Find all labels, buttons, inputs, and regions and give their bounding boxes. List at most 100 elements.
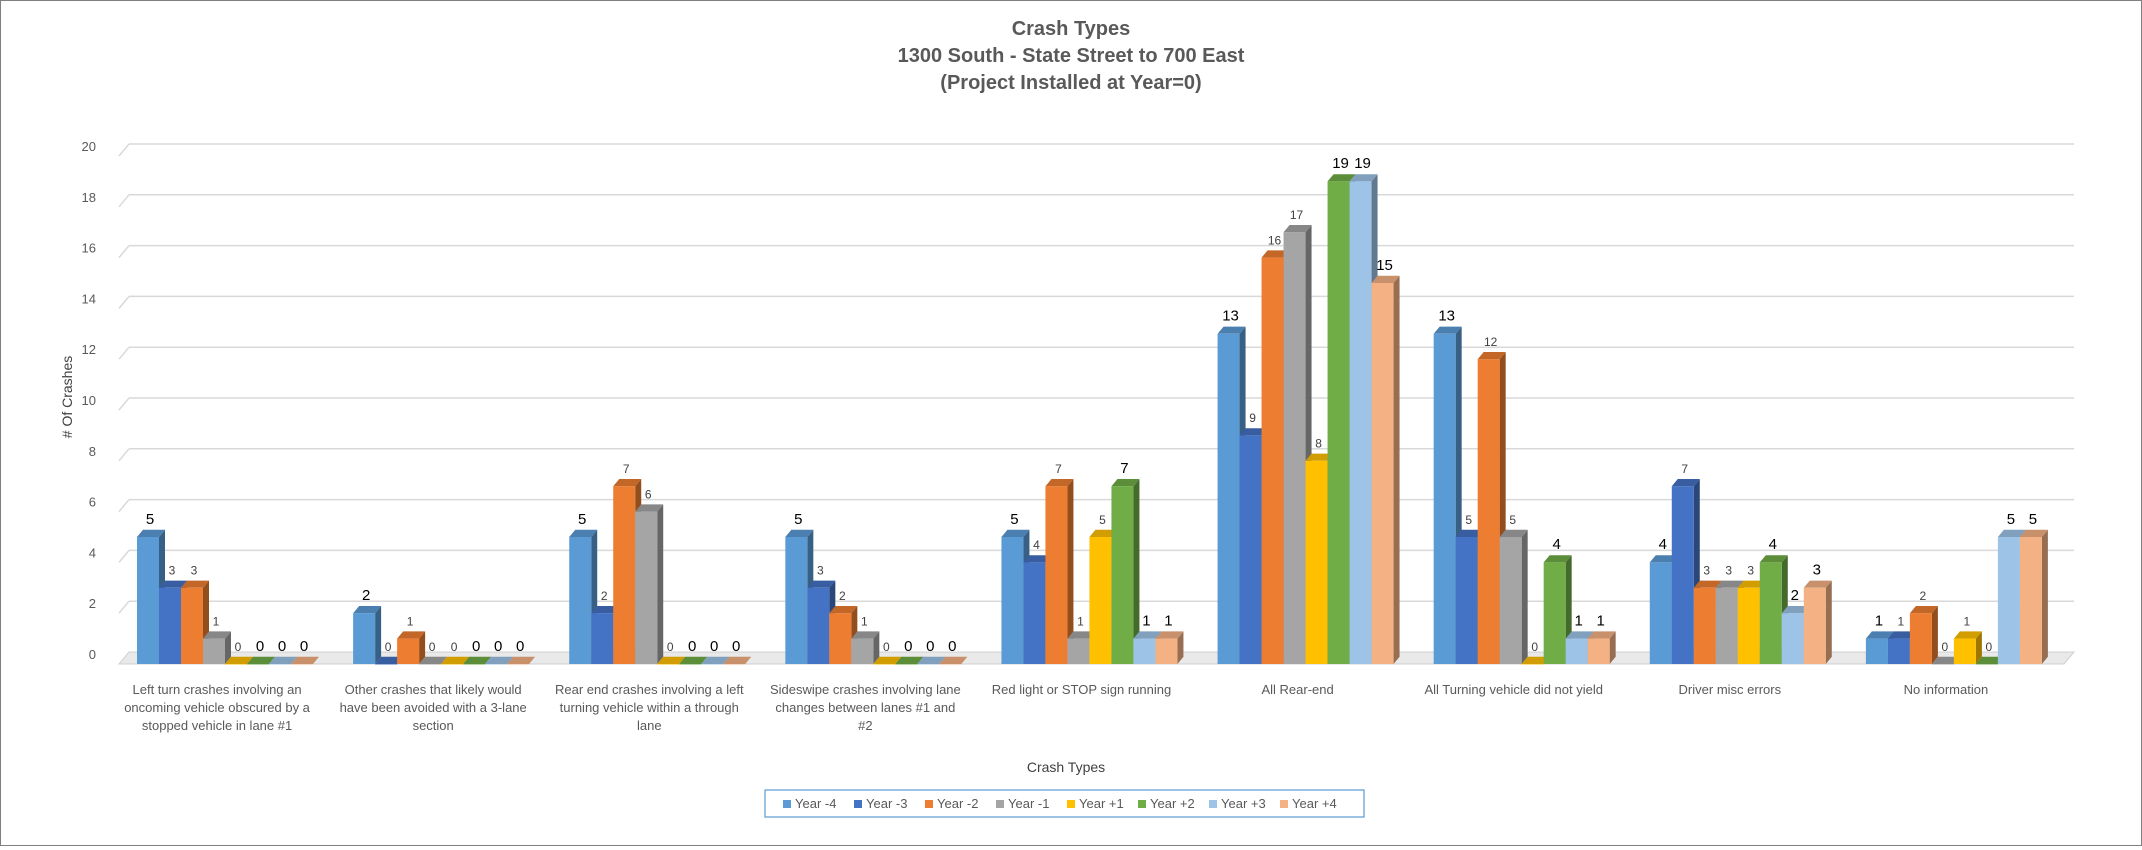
bar-front xyxy=(851,638,874,664)
data-label: 0 xyxy=(710,638,718,655)
data-label: 0 xyxy=(429,640,436,654)
bar-front xyxy=(1693,587,1716,664)
bar-front xyxy=(375,664,398,665)
bar-front xyxy=(1565,638,1588,664)
gridline-side xyxy=(118,397,130,411)
legend-label: Year +3 xyxy=(1221,796,1266,811)
data-label: 4 xyxy=(1033,538,1040,552)
bar xyxy=(225,656,253,665)
bar-top xyxy=(1649,555,1678,563)
bar xyxy=(635,504,664,664)
bar-top xyxy=(2019,529,2048,537)
bar-top xyxy=(1803,580,1832,588)
bar-front xyxy=(679,664,702,665)
bar-top xyxy=(375,656,404,664)
bar xyxy=(1587,631,1616,664)
bar-top xyxy=(1217,326,1246,334)
bar-front xyxy=(1261,257,1284,664)
bar xyxy=(375,656,404,665)
bar-side xyxy=(1393,275,1400,664)
bar-front xyxy=(873,664,896,665)
data-label: 19 xyxy=(1354,155,1371,172)
bar-side xyxy=(2041,529,2048,664)
bar-top xyxy=(807,580,836,588)
category-labels: Left turn crashes involving an oncoming v… xyxy=(124,682,1988,733)
data-label: 5 xyxy=(578,511,586,528)
bar-top xyxy=(1909,606,1938,614)
bar xyxy=(1931,656,1960,665)
legend-item: Year +4 xyxy=(1280,796,1337,811)
data-label: 2 xyxy=(362,587,370,604)
data-label: 0 xyxy=(948,638,956,655)
legend: Year -4 Year -3 Year -2 Year -1 Year +1 Year … xyxy=(764,789,1365,818)
data-label: 0 xyxy=(300,638,308,655)
bar-top xyxy=(1931,656,1960,664)
legend-swatch xyxy=(996,800,1004,808)
gridline-side xyxy=(118,499,130,513)
bar-top xyxy=(247,656,275,664)
bar-top xyxy=(1521,656,1550,664)
bar-front xyxy=(203,638,225,664)
bar-front xyxy=(635,511,658,664)
bar xyxy=(1953,631,1982,664)
bar-side xyxy=(1931,606,1938,664)
bar-top xyxy=(635,504,664,512)
bar-front xyxy=(1023,562,1046,664)
y-tick-label: 2 xyxy=(89,596,96,611)
bar-front xyxy=(1001,537,1024,664)
bar-front xyxy=(939,664,962,665)
legend-label: Year +4 xyxy=(1292,796,1337,811)
legend-label: Year -1 xyxy=(1008,796,1049,811)
data-label: 0 xyxy=(451,640,458,654)
legend-swatch xyxy=(1067,800,1075,808)
data-label: 0 xyxy=(1531,640,1538,654)
data-label: 0 xyxy=(235,640,242,654)
bar-front xyxy=(1671,486,1694,664)
category-label: Other crashes that likely would have been… xyxy=(340,682,527,733)
legend-swatch xyxy=(1280,800,1288,808)
bar-front xyxy=(291,664,313,665)
bar-front xyxy=(1909,613,1932,664)
bar-top xyxy=(1045,479,1074,487)
chart-title: Crash Types 1300 South - State Street to… xyxy=(898,18,1245,94)
bar-front xyxy=(723,664,746,665)
bar-top xyxy=(269,656,297,664)
data-label: 0 xyxy=(278,638,286,655)
chart-title-line-1: Crash Types xyxy=(1012,18,1131,40)
bar-top xyxy=(895,656,924,664)
bar-top xyxy=(785,529,814,537)
category-label: Sideswipe crashes involving lane changes … xyxy=(770,682,961,733)
bar xyxy=(397,631,426,664)
bar xyxy=(203,631,231,664)
bar-front xyxy=(181,587,203,664)
bar-side xyxy=(1067,479,1074,664)
bar-top xyxy=(1759,555,1788,563)
data-label: 4 xyxy=(1659,536,1667,553)
bar-front xyxy=(1133,638,1156,664)
bar-front xyxy=(137,537,159,664)
bar-top xyxy=(463,656,492,664)
data-label: 2 xyxy=(839,589,846,603)
bar xyxy=(1499,529,1528,664)
bar-top xyxy=(181,580,209,588)
bar-front xyxy=(1155,638,1178,664)
data-label: 0 xyxy=(732,638,740,655)
category-label-line: Rear end crashes involving a left xyxy=(555,682,744,697)
bar-top xyxy=(1023,555,1052,563)
bar-front xyxy=(225,664,247,665)
legend-label: Year +1 xyxy=(1079,796,1124,811)
legend-item: Year -4 xyxy=(783,796,836,811)
bar-front xyxy=(657,664,680,665)
bar-top xyxy=(1089,529,1118,537)
data-label: 2 xyxy=(1920,589,1927,603)
bar-top xyxy=(1477,352,1506,360)
bar-front xyxy=(1715,587,1738,664)
bar-front xyxy=(1781,613,1804,664)
bar-front xyxy=(1217,333,1240,664)
bar-front xyxy=(159,587,181,664)
data-label: 1 xyxy=(407,614,414,628)
bar-front xyxy=(269,664,291,665)
bar-front xyxy=(1521,664,1544,665)
bar-front xyxy=(1089,537,1112,664)
y-tick-label: 6 xyxy=(89,495,96,510)
